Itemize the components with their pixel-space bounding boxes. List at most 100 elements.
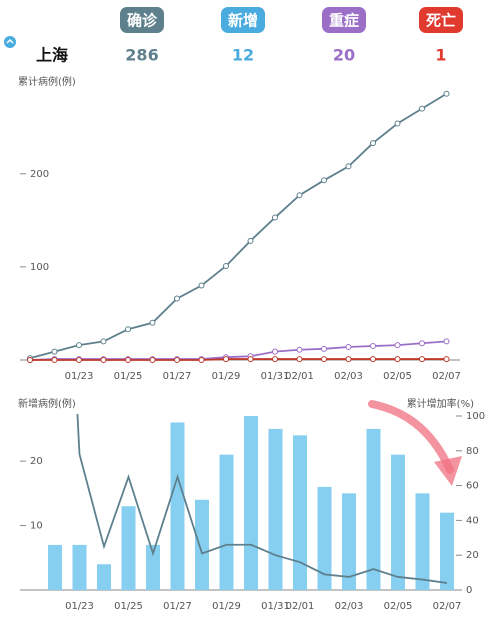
stat-value: 20 bbox=[333, 46, 355, 65]
point bbox=[394, 342, 401, 349]
point bbox=[51, 348, 58, 355]
y-tick-label: 10 bbox=[30, 521, 43, 532]
x-tick-label: 01/25 bbox=[114, 601, 143, 612]
bar bbox=[72, 544, 87, 590]
point bbox=[345, 163, 352, 170]
x-tick-label: 01/29 bbox=[212, 371, 241, 382]
y-axis-title: 新增病例(例) bbox=[18, 397, 76, 410]
stat-label: 重症 bbox=[329, 12, 359, 30]
point bbox=[27, 357, 33, 363]
point bbox=[370, 140, 376, 147]
point bbox=[321, 356, 327, 363]
city: 上海 bbox=[36, 46, 68, 65]
bar bbox=[391, 454, 405, 590]
x-tick-label: 02/03 bbox=[335, 601, 364, 612]
point bbox=[100, 357, 107, 363]
x-tick-label: 01/31 bbox=[261, 371, 290, 382]
y-tick-label: 100 bbox=[30, 262, 49, 273]
y-axis-title: 累计病例(例) bbox=[18, 75, 76, 88]
point bbox=[321, 177, 327, 184]
bar bbox=[48, 544, 62, 590]
point bbox=[370, 356, 376, 363]
point bbox=[76, 342, 82, 349]
point bbox=[419, 340, 425, 347]
bar bbox=[195, 499, 209, 590]
collapse-chevron bbox=[6, 38, 14, 44]
stat-value: 1 bbox=[435, 46, 446, 65]
point bbox=[296, 346, 303, 353]
point bbox=[296, 192, 303, 199]
point bbox=[345, 343, 352, 350]
bar bbox=[440, 512, 454, 590]
point bbox=[443, 356, 450, 363]
point bbox=[149, 319, 156, 326]
x-tick-label: 02/03 bbox=[334, 371, 363, 382]
bar bbox=[268, 428, 283, 590]
x-tick-label: 01/27 bbox=[163, 601, 192, 612]
point bbox=[125, 357, 131, 363]
bar bbox=[293, 435, 307, 590]
x-tick-label: 02/01 bbox=[286, 601, 315, 612]
point bbox=[443, 338, 450, 345]
point bbox=[419, 356, 425, 363]
stat-value: 12 bbox=[232, 46, 254, 65]
point bbox=[149, 357, 156, 363]
point bbox=[272, 356, 278, 363]
stat-badge bbox=[419, 7, 463, 33]
point bbox=[370, 343, 376, 350]
x-tick-label: 01/23 bbox=[65, 371, 94, 382]
x-tick-label: 01/27 bbox=[163, 371, 192, 382]
point bbox=[223, 262, 229, 269]
point bbox=[443, 90, 450, 97]
point bbox=[345, 356, 352, 363]
point bbox=[247, 237, 254, 244]
point bbox=[394, 120, 401, 127]
x-tick-label: 01/25 bbox=[114, 371, 143, 382]
stat-badge bbox=[221, 7, 265, 33]
x-tick-label: 02/07 bbox=[433, 601, 462, 612]
point bbox=[198, 357, 205, 363]
x-tick-label: 02/05 bbox=[384, 601, 413, 612]
x-tick-label: 01/31 bbox=[261, 601, 290, 612]
point bbox=[419, 105, 425, 112]
y2-axis-title: 累计增加率(%) bbox=[407, 397, 474, 410]
point bbox=[174, 357, 180, 363]
point bbox=[272, 214, 278, 221]
y2-tick-label: 40 bbox=[466, 515, 479, 526]
stat-label: 死亡 bbox=[426, 12, 456, 30]
point bbox=[321, 345, 327, 352]
bar bbox=[170, 422, 185, 590]
y-tick-label: 20 bbox=[30, 456, 43, 467]
y2-tick-label: 20 bbox=[466, 550, 479, 561]
y2-tick-label: 0 bbox=[466, 585, 472, 596]
x-tick-label: 01/23 bbox=[65, 601, 94, 612]
point bbox=[100, 338, 107, 345]
bar bbox=[97, 564, 111, 590]
stat-label: 确诊 bbox=[127, 12, 158, 30]
bar bbox=[415, 493, 430, 590]
bar bbox=[342, 493, 356, 590]
bar bbox=[317, 486, 332, 590]
stat-badge bbox=[120, 7, 164, 33]
x-tick-label: 02/01 bbox=[285, 371, 314, 382]
line bbox=[30, 358, 447, 361]
line bbox=[29, 92, 447, 360]
bar bbox=[121, 506, 136, 590]
point bbox=[394, 356, 401, 363]
y-tick-label: 200 bbox=[30, 169, 49, 180]
line bbox=[29, 340, 447, 361]
stat-value: 286 bbox=[125, 46, 158, 65]
x-tick-label: 02/05 bbox=[383, 371, 412, 382]
stat-label: 新增 bbox=[228, 12, 258, 30]
bar bbox=[244, 416, 258, 590]
bar bbox=[219, 454, 234, 590]
point bbox=[296, 356, 303, 363]
collapse-icon[interactable] bbox=[4, 36, 16, 48]
point bbox=[51, 357, 58, 363]
bar bbox=[366, 428, 381, 590]
annotation-arrowhead bbox=[434, 456, 462, 486]
stat-badge bbox=[322, 7, 366, 33]
point bbox=[174, 295, 180, 302]
line bbox=[76, 414, 448, 584]
